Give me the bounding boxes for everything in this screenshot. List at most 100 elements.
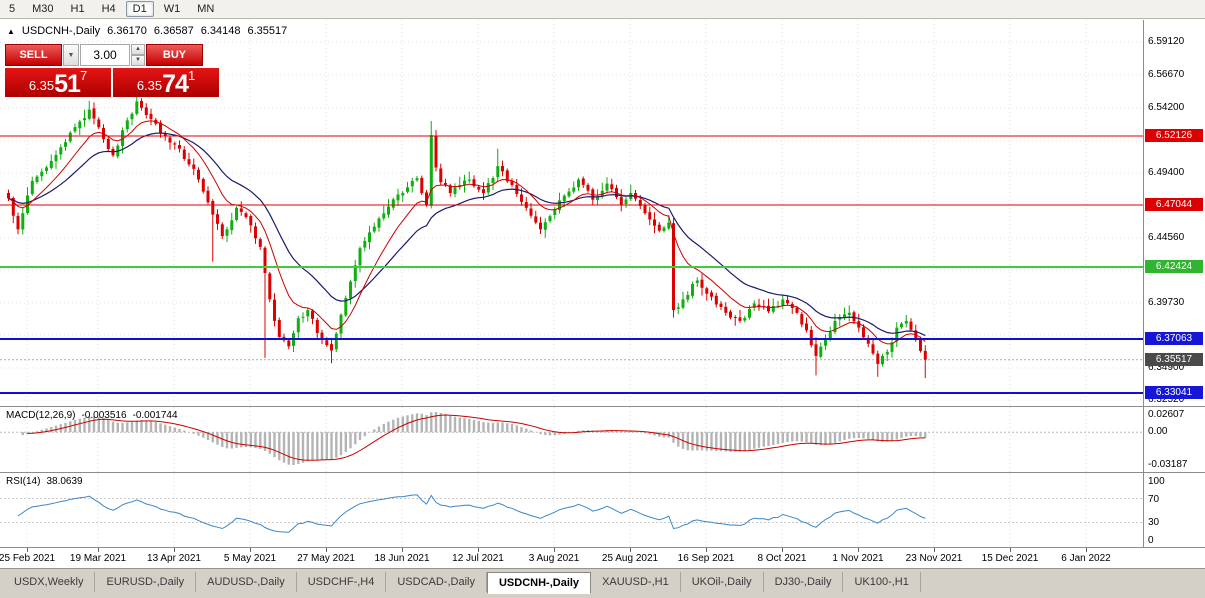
- time-axis-tick: [174, 548, 175, 552]
- time-axis-label: 6 Jan 2022: [1061, 553, 1111, 564]
- time-axis-tick: [98, 548, 99, 552]
- time-axis-tick: [858, 548, 859, 552]
- time-axis-tick: [27, 548, 28, 552]
- time-axis-label: 12 Jul 2021: [452, 553, 504, 564]
- timeframe-bar: 5 M30 H1 H4 D1 W1 MN: [0, 0, 1205, 19]
- time-axis-label: 5 May 2021: [223, 553, 277, 564]
- rsi-indicator-panel[interactable]: [0, 473, 1143, 547]
- macd-indicator-panel[interactable]: [0, 407, 1143, 472]
- rsi-line: [17, 494, 926, 533]
- macd-label: MACD(12,26,9) -0.003516 -0.001744: [6, 410, 178, 421]
- price-axis-tick-label: 6.54200: [1148, 102, 1185, 114]
- macd-main-value: -0.003516: [81, 410, 127, 421]
- sell-button[interactable]: SELL: [5, 44, 62, 66]
- ohlc-close: 6.35517: [247, 25, 288, 37]
- timeframe-button-h4[interactable]: H4: [101, 3, 116, 15]
- price-axis-badge: 6.33041: [1145, 386, 1203, 400]
- timeframe-button-m30[interactable]: M30: [32, 3, 54, 15]
- price-axis-badge: 6.42424: [1145, 259, 1203, 273]
- time-axis-label: 15 Dec 2021: [981, 553, 1039, 564]
- bid-prefix: 6.35: [28, 78, 55, 93]
- timeframe-button-w1[interactable]: W1: [163, 3, 181, 15]
- main-price-chart[interactable]: [0, 20, 1143, 406]
- price-axis-badge: 6.35517: [1145, 352, 1203, 366]
- macd-grid-layer: [26, 407, 1087, 472]
- chart-tab-usdcad-[interactable]: USDCAD-,Daily: [386, 572, 487, 592]
- price-axis-tick-label: 6.34900: [1148, 362, 1185, 373]
- time-axis-tick: [1010, 548, 1011, 552]
- price-axis-tick-label: 6.44560: [1148, 231, 1185, 243]
- time-axis-tick: [326, 548, 327, 552]
- timeframe-button-h1[interactable]: H1: [70, 3, 85, 15]
- time-axis-label: 13 Apr 2021: [147, 553, 201, 564]
- price-axis-tick-label: 6.49400: [1148, 166, 1185, 178]
- chart-tab-ukoil-[interactable]: UKOil-,Daily: [681, 572, 764, 592]
- buy-button[interactable]: BUY: [146, 44, 203, 66]
- time-axis-tick: [706, 548, 707, 552]
- time-axis-tick: [782, 548, 783, 552]
- ask-price-button[interactable]: 6.35 74 1: [113, 68, 219, 97]
- price-axis-tick-label: 6.39730: [1148, 296, 1185, 308]
- ohlc-open: 6.36170: [107, 25, 147, 37]
- volume-stepper: ▲ ▼: [131, 44, 145, 66]
- chart-tab-usdx[interactable]: USDX,Weekly: [3, 572, 96, 592]
- chart-tab-bar: USDX,Weekly EURUSD-,Daily AUDUSD-,Daily USD…: [0, 568, 1205, 598]
- rsi-axis-label: 30: [1148, 517, 1160, 529]
- time-axis-tick: [934, 548, 935, 552]
- rsi-axis-label: 0: [1148, 535, 1154, 546]
- timeframe-button-d1[interactable]: D1: [125, 1, 154, 17]
- chart-symbol-label: USDCNH-,Daily: [21, 25, 101, 37]
- time-axis-label: 25 Feb 2021: [0, 553, 56, 564]
- macd-axis-min: -0.03187: [1148, 459, 1188, 470]
- timeframe-button-5[interactable]: 5: [9, 3, 16, 15]
- symbol-direction-icon: ▲: [7, 27, 15, 36]
- level-lines-layer[interactable]: [0, 135, 1143, 394]
- panel-divider: [0, 547, 1205, 548]
- time-axis-tick: [250, 548, 251, 552]
- rsi-grid-layer: [0, 473, 1143, 547]
- price-axis-badge: 6.52126: [1145, 129, 1203, 143]
- ask-prefix: 6.35: [136, 78, 163, 93]
- time-axis-tick: [630, 548, 631, 552]
- time-axis-tick: [1086, 548, 1087, 552]
- ohlc-high: 6.36587: [153, 25, 194, 37]
- chart-tab-xauusd-[interactable]: XAUUSD-,H1: [591, 572, 681, 592]
- price-axis-badge: 6.37063: [1145, 331, 1203, 345]
- chart-tab-eurusd-[interactable]: EURUSD-,Daily: [95, 572, 197, 592]
- ma-slow-line: [8, 132, 926, 337]
- chart-tab-audusd-[interactable]: AUDUSD-,Daily: [196, 572, 297, 592]
- macd-axis-zero: 0.00: [1148, 426, 1168, 438]
- macd-signal-line: [27, 414, 926, 461]
- volume-stepper-down[interactable]: ▼: [131, 55, 145, 66]
- time-axis-label: 1 Nov 2021: [832, 553, 884, 564]
- volume-dropdown-button[interactable]: ▼: [63, 44, 79, 66]
- volume-stepper-up[interactable]: ▲: [131, 44, 145, 55]
- chart-tab-dj30-[interactable]: DJ30-,Daily: [764, 572, 844, 592]
- timeframe-button-mn[interactable]: MN: [197, 3, 215, 15]
- chart-tab-usdchf-[interactable]: USDCHF-,H4: [297, 572, 387, 592]
- rsi-label: RSI(14) 38.0639: [6, 476, 83, 487]
- macd-name: MACD(12,26,9): [6, 410, 76, 421]
- chevron-down-icon: ▼: [67, 51, 75, 59]
- ask-big-digits: 74: [162, 70, 189, 98]
- trade-row-prices: 6.35 51 7 6.35 74 1: [5, 68, 219, 97]
- time-axis-label: 27 May 2021: [297, 553, 355, 564]
- bid-price-button[interactable]: 6.35 51 7: [5, 68, 111, 97]
- rsi-name: RSI(14): [6, 476, 41, 487]
- time-axis-label: 3 Aug 2021: [528, 553, 580, 564]
- time-axis-label: 16 Sep 2021: [677, 553, 735, 564]
- panel-divider: [0, 472, 1205, 473]
- time-axis-tick: [478, 548, 479, 552]
- chart-tab-uk100-[interactable]: UK100-,H1: [843, 572, 921, 592]
- chart-tab-usdcnh-[interactable]: USDCNH-,Daily: [486, 572, 592, 594]
- rsi-axis-label: 100: [1148, 476, 1165, 487]
- time-axis-label: 23 Nov 2021: [905, 553, 963, 564]
- price-axis-tick-label: 6.56670: [1148, 68, 1185, 80]
- bid-pip-digit: 7: [79, 68, 88, 83]
- rsi-axis-label: 70: [1148, 493, 1160, 505]
- time-axis-tick: [402, 548, 403, 552]
- volume-input[interactable]: [80, 44, 130, 66]
- ma-fast-line: [8, 120, 926, 345]
